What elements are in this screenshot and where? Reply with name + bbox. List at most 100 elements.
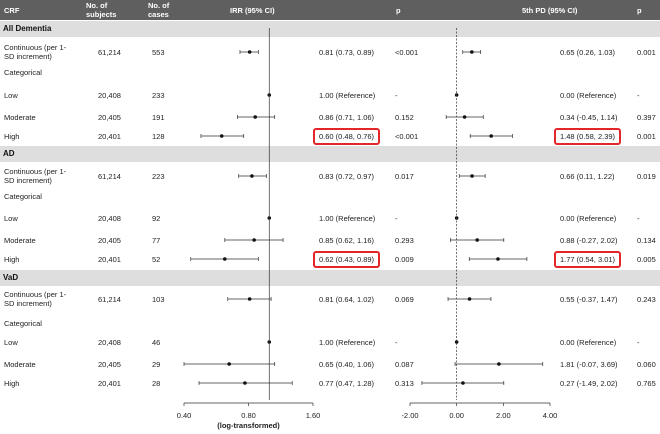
p-irr-value: - [395,214,398,223]
pd-point [461,381,465,385]
p-irr-value: 0.009 [395,255,414,264]
section-header: AD [0,146,660,162]
subjects-count: 20,408 [98,91,121,100]
pd-point [467,297,472,301]
irr-value: 0.81 (0.73, 0.89) [319,48,375,57]
row-label: Categorical [4,319,42,328]
header-irr: IRR (95% CI) [230,6,275,15]
irr-point [219,134,224,138]
cases-count: 233 [152,91,165,100]
subjects-count: 20,408 [98,338,121,347]
cases-count: 46 [152,338,161,347]
p-irr-value: 0.152 [395,113,414,122]
irr-point [227,362,231,366]
pd-point [497,362,501,366]
header-crf: CRF [4,6,20,15]
pd-value: 0.00 (Reference) [560,214,617,223]
irr-tick-label: 0.40 [177,411,192,420]
row-label: Continuous (per 1-SD increment) [4,167,67,185]
row-label: Categorical [4,192,42,201]
p-irr-value: <0.001 [395,132,419,141]
header-p-pd: p [637,6,642,15]
row-label: Continuous (per 1-SD increment) [4,290,67,308]
irr-value: 0.81 (0.64, 1.02) [319,295,375,304]
irr-value: 0.83 (0.72, 0.97) [319,172,375,181]
row-label: High [4,132,20,141]
irr-value: 0.85 (0.62, 1.16) [319,236,375,245]
pd-value: 0.27 (-1.49, 2.02) [560,379,618,388]
p-pd-value: 0.019 [637,172,656,181]
cases-count: 191 [152,113,165,122]
subjects-count: 20,405 [98,113,121,122]
p-pd-value: 0.397 [637,113,656,122]
pd-value: 0.55 (-0.37, 1.47) [560,295,618,304]
row-label: High [4,255,20,264]
row-label: Continuous (per 1-SD increment) [4,43,67,61]
row-label: Low [4,91,18,100]
cases-count: 223 [152,172,165,181]
section-header: All Dementia [0,21,660,37]
irr-value: 0.65 (0.40, 1.06) [319,360,375,369]
row-label: Moderate [4,236,36,245]
p-irr-value: 0.087 [395,360,414,369]
section-title: All Dementia [3,24,52,33]
pd-point [454,340,459,344]
subjects-count: 20,408 [98,214,121,223]
irr-value: 0.60 (0.48, 0.76) [313,128,381,145]
pd-tick-label: -2.00 [401,411,418,420]
pd-value: 0.34 (-0.45, 1.14) [560,113,618,122]
irr-value: 0.77 (0.47, 1.28) [319,379,375,388]
pd-tick-label: 0.00 [449,411,464,420]
pd-tick-label: 2.00 [496,411,511,420]
subjects-count: 20,405 [98,360,121,369]
cases-count: 128 [152,132,165,141]
section-title: VaD [3,273,19,282]
cases-count: 92 [152,214,161,223]
p-pd-value: - [637,214,640,223]
subjects-count: 20,405 [98,236,121,245]
p-pd-value: 0.765 [637,379,656,388]
p-pd-value: 0.243 [637,295,656,304]
irr-point [222,257,227,261]
p-irr-value: 0.069 [395,295,414,304]
p-irr-value: 0.017 [395,172,414,181]
irr-point [253,115,258,119]
p-pd-value: 0.060 [637,360,656,369]
irr-value: 1.00 (Reference) [319,91,376,100]
pd-value: 1.77 (0.54, 3.01) [554,251,622,268]
irr-value: 0.62 (0.43, 0.89) [313,251,381,268]
row-label: Low [4,214,18,223]
pd-point [475,238,480,242]
subjects-count: 20,401 [98,255,121,264]
pd-value: 1.48 (0.58, 2.39) [554,128,622,145]
irr-point [243,381,247,385]
pd-point [462,115,467,119]
cases-count: 77 [152,236,161,245]
subjects-count: 20,401 [98,379,121,388]
cases-count: 52 [152,255,161,264]
p-irr-value: 0.293 [395,236,414,245]
cases-count: 553 [152,48,165,57]
irr-tick-label: 0.80 [241,411,256,420]
p-pd-value: - [637,91,640,100]
pd-value: 0.00 (Reference) [560,91,617,100]
row-label: Categorical [4,68,42,77]
pd-point [489,134,494,138]
header-cases: No. of cases [148,1,170,19]
section-title: AD [3,149,15,158]
irr-point [247,297,252,301]
pd-value: 1.81 (-0.07, 3.69) [560,360,618,369]
p-pd-value: 0.005 [637,255,656,264]
pd-point [470,50,474,54]
pd-value: 0.88 (-0.27, 2.02) [560,236,618,245]
row-label: Moderate [4,360,36,369]
p-pd-value: 0.134 [637,236,656,245]
irr-point [252,238,256,242]
pd-value: 0.66 (0.11, 1.22) [560,172,615,181]
section-header: VaD [0,270,660,286]
subjects-count: 61,214 [98,172,121,181]
p-irr-value: <0.001 [395,48,419,57]
row-label: High [4,379,20,388]
pd-tick-label: 4.00 [543,411,558,420]
